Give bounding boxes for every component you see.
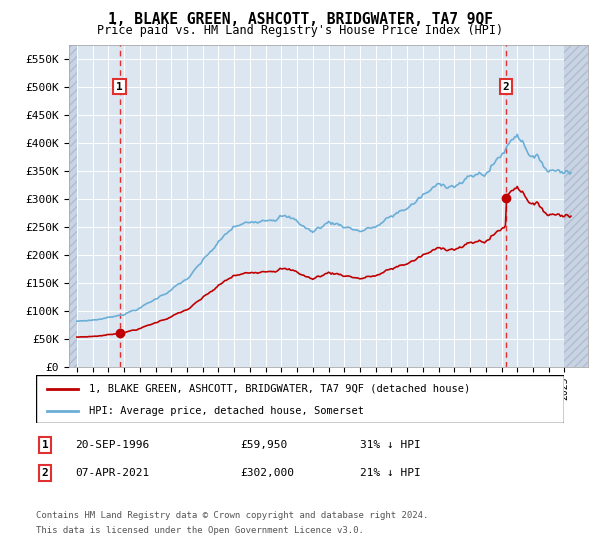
Text: HPI: Average price, detached house, Somerset: HPI: Average price, detached house, Some…: [89, 406, 364, 416]
Bar: [565, 45, 588, 367]
Text: 21% ↓ HPI: 21% ↓ HPI: [360, 468, 421, 478]
Text: £59,950: £59,950: [240, 440, 287, 450]
Text: 1: 1: [116, 82, 123, 92]
Text: 1, BLAKE GREEN, ASHCOTT, BRIDGWATER, TA7 9QF (detached house): 1, BLAKE GREEN, ASHCOTT, BRIDGWATER, TA7…: [89, 384, 470, 394]
Bar: [69, 45, 77, 367]
Text: This data is licensed under the Open Government Licence v3.0.: This data is licensed under the Open Gov…: [36, 526, 364, 535]
Text: 1: 1: [41, 440, 49, 450]
Text: 1, BLAKE GREEN, ASHCOTT, BRIDGWATER, TA7 9QF: 1, BLAKE GREEN, ASHCOTT, BRIDGWATER, TA7…: [107, 12, 493, 27]
Text: 20-SEP-1996: 20-SEP-1996: [75, 440, 149, 450]
Text: £302,000: £302,000: [240, 468, 294, 478]
Text: Contains HM Land Registry data © Crown copyright and database right 2024.: Contains HM Land Registry data © Crown c…: [36, 511, 428, 520]
Text: 2: 2: [41, 468, 49, 478]
Text: 2: 2: [502, 82, 509, 92]
Text: 31% ↓ HPI: 31% ↓ HPI: [360, 440, 421, 450]
Text: 07-APR-2021: 07-APR-2021: [75, 468, 149, 478]
FancyBboxPatch shape: [36, 375, 564, 423]
Text: Price paid vs. HM Land Registry's House Price Index (HPI): Price paid vs. HM Land Registry's House …: [97, 24, 503, 36]
